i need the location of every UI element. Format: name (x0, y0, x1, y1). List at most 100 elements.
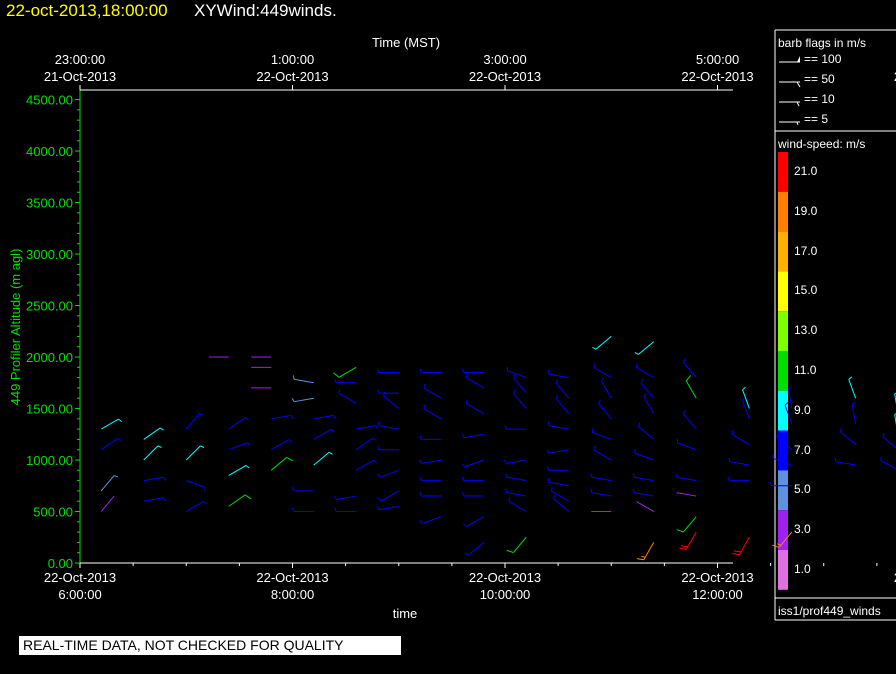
barb-feather (547, 421, 550, 426)
barb-feather (552, 494, 556, 499)
barb-feather (376, 445, 380, 450)
barb-feather (419, 459, 422, 464)
wind-barb (143, 427, 164, 440)
wind-barb (732, 537, 750, 556)
barb-staff (336, 495, 357, 501)
wind-barb (461, 459, 484, 468)
barb-staff (553, 498, 570, 512)
wind-barb (880, 456, 896, 470)
wind-barb (376, 368, 399, 373)
wind-barb (185, 445, 205, 461)
barb-staff (270, 439, 289, 451)
wind-barb (504, 459, 527, 464)
barb-legend-title: barb flags in m/s (778, 36, 867, 50)
barb-feather (635, 363, 638, 368)
barb-staff (293, 397, 314, 403)
wind-barb (228, 442, 251, 451)
wind-barb (376, 445, 399, 451)
wind-barb (186, 480, 206, 492)
barb-feather (505, 473, 508, 478)
colorbar-segment (778, 510, 788, 550)
barb-feather (839, 427, 843, 432)
x-tick-date: 22-Oct-2013 (256, 570, 328, 585)
x-tick-date: 22-Oct-2013 (44, 570, 116, 585)
barb-legend-tick (796, 101, 800, 107)
y-tick-label: 0.00 (48, 556, 73, 571)
barb-staff (548, 449, 569, 454)
wind-barb (591, 428, 612, 440)
barb-feather (593, 363, 596, 368)
barb-staff (787, 388, 793, 409)
barb-staff (100, 437, 118, 451)
barb-feather (597, 399, 601, 404)
x2-tick-date: 22-Oct-2013 (256, 69, 328, 84)
x2-tick-time: 5:00:00 (696, 52, 739, 67)
wind-barb (270, 457, 293, 471)
colorbar-label: 1.0 (794, 562, 811, 576)
barb-feather (203, 501, 207, 505)
barb-feather (290, 415, 294, 420)
wind-barb (419, 516, 442, 524)
wind-barb (143, 476, 166, 482)
wind-barb (643, 392, 655, 414)
wind-barb (376, 505, 399, 511)
barb-feather (244, 494, 252, 500)
wind-barb (597, 399, 612, 420)
barb-feather (880, 456, 882, 461)
barb-feather (377, 421, 380, 426)
barb-staff (100, 495, 115, 512)
barb-legend-tick (796, 81, 801, 88)
wind-barb (640, 379, 655, 399)
barb-staff (591, 476, 612, 482)
wind-barb (894, 413, 896, 426)
wind-barb (728, 457, 750, 466)
barb-feather (333, 415, 336, 420)
barb-staff (143, 427, 161, 440)
barb-legend-100: == 100 (804, 52, 842, 66)
barb-feather (419, 476, 422, 481)
barb-staff (882, 436, 896, 449)
x-tick-date: 22-Oct-2013 (894, 570, 896, 585)
wind-barb (555, 394, 570, 414)
barb-feather (286, 457, 293, 462)
barb-feather (632, 473, 635, 478)
wind-barb (270, 439, 292, 451)
colorbar-label: 21.0 (794, 164, 818, 178)
wind-barb (376, 469, 399, 478)
barb-staff (636, 367, 655, 379)
wind-barb (787, 386, 793, 409)
barb-feather (464, 552, 469, 556)
colorbar-segment (778, 311, 788, 351)
barb-feather (463, 523, 467, 528)
y-tick-label: 4000.00 (26, 144, 73, 159)
barb-feather (159, 427, 164, 431)
barb-feather (244, 417, 249, 421)
barb-feather (372, 437, 377, 441)
barb-legend-10: == 10 (804, 92, 835, 106)
header-datetime: 22-oct-2013,18:00:00 (6, 1, 168, 20)
barb-staff (772, 457, 793, 466)
wind-barb (547, 478, 569, 487)
barb-staff (271, 414, 292, 420)
wind-barb (676, 516, 697, 533)
barb-staff (143, 497, 164, 502)
wind-barb (636, 542, 655, 561)
wind-barb (637, 422, 655, 440)
wind-barb (776, 432, 793, 451)
barb-staff (784, 404, 793, 425)
wind-barb (772, 454, 793, 466)
barb-staff (313, 428, 332, 440)
barb-staff (423, 387, 442, 399)
barb-feather (590, 473, 593, 478)
wind-barb (512, 389, 527, 409)
barb-feather (247, 442, 251, 447)
wind-barb (506, 536, 527, 554)
barb-staff (185, 413, 200, 430)
barb-staff (270, 457, 287, 471)
wind-barb (292, 375, 314, 384)
barb-staff (379, 469, 399, 478)
barb-staff (143, 445, 159, 461)
barb-feather (291, 397, 295, 402)
barb-staff (839, 431, 856, 445)
barb-feather (733, 550, 741, 553)
